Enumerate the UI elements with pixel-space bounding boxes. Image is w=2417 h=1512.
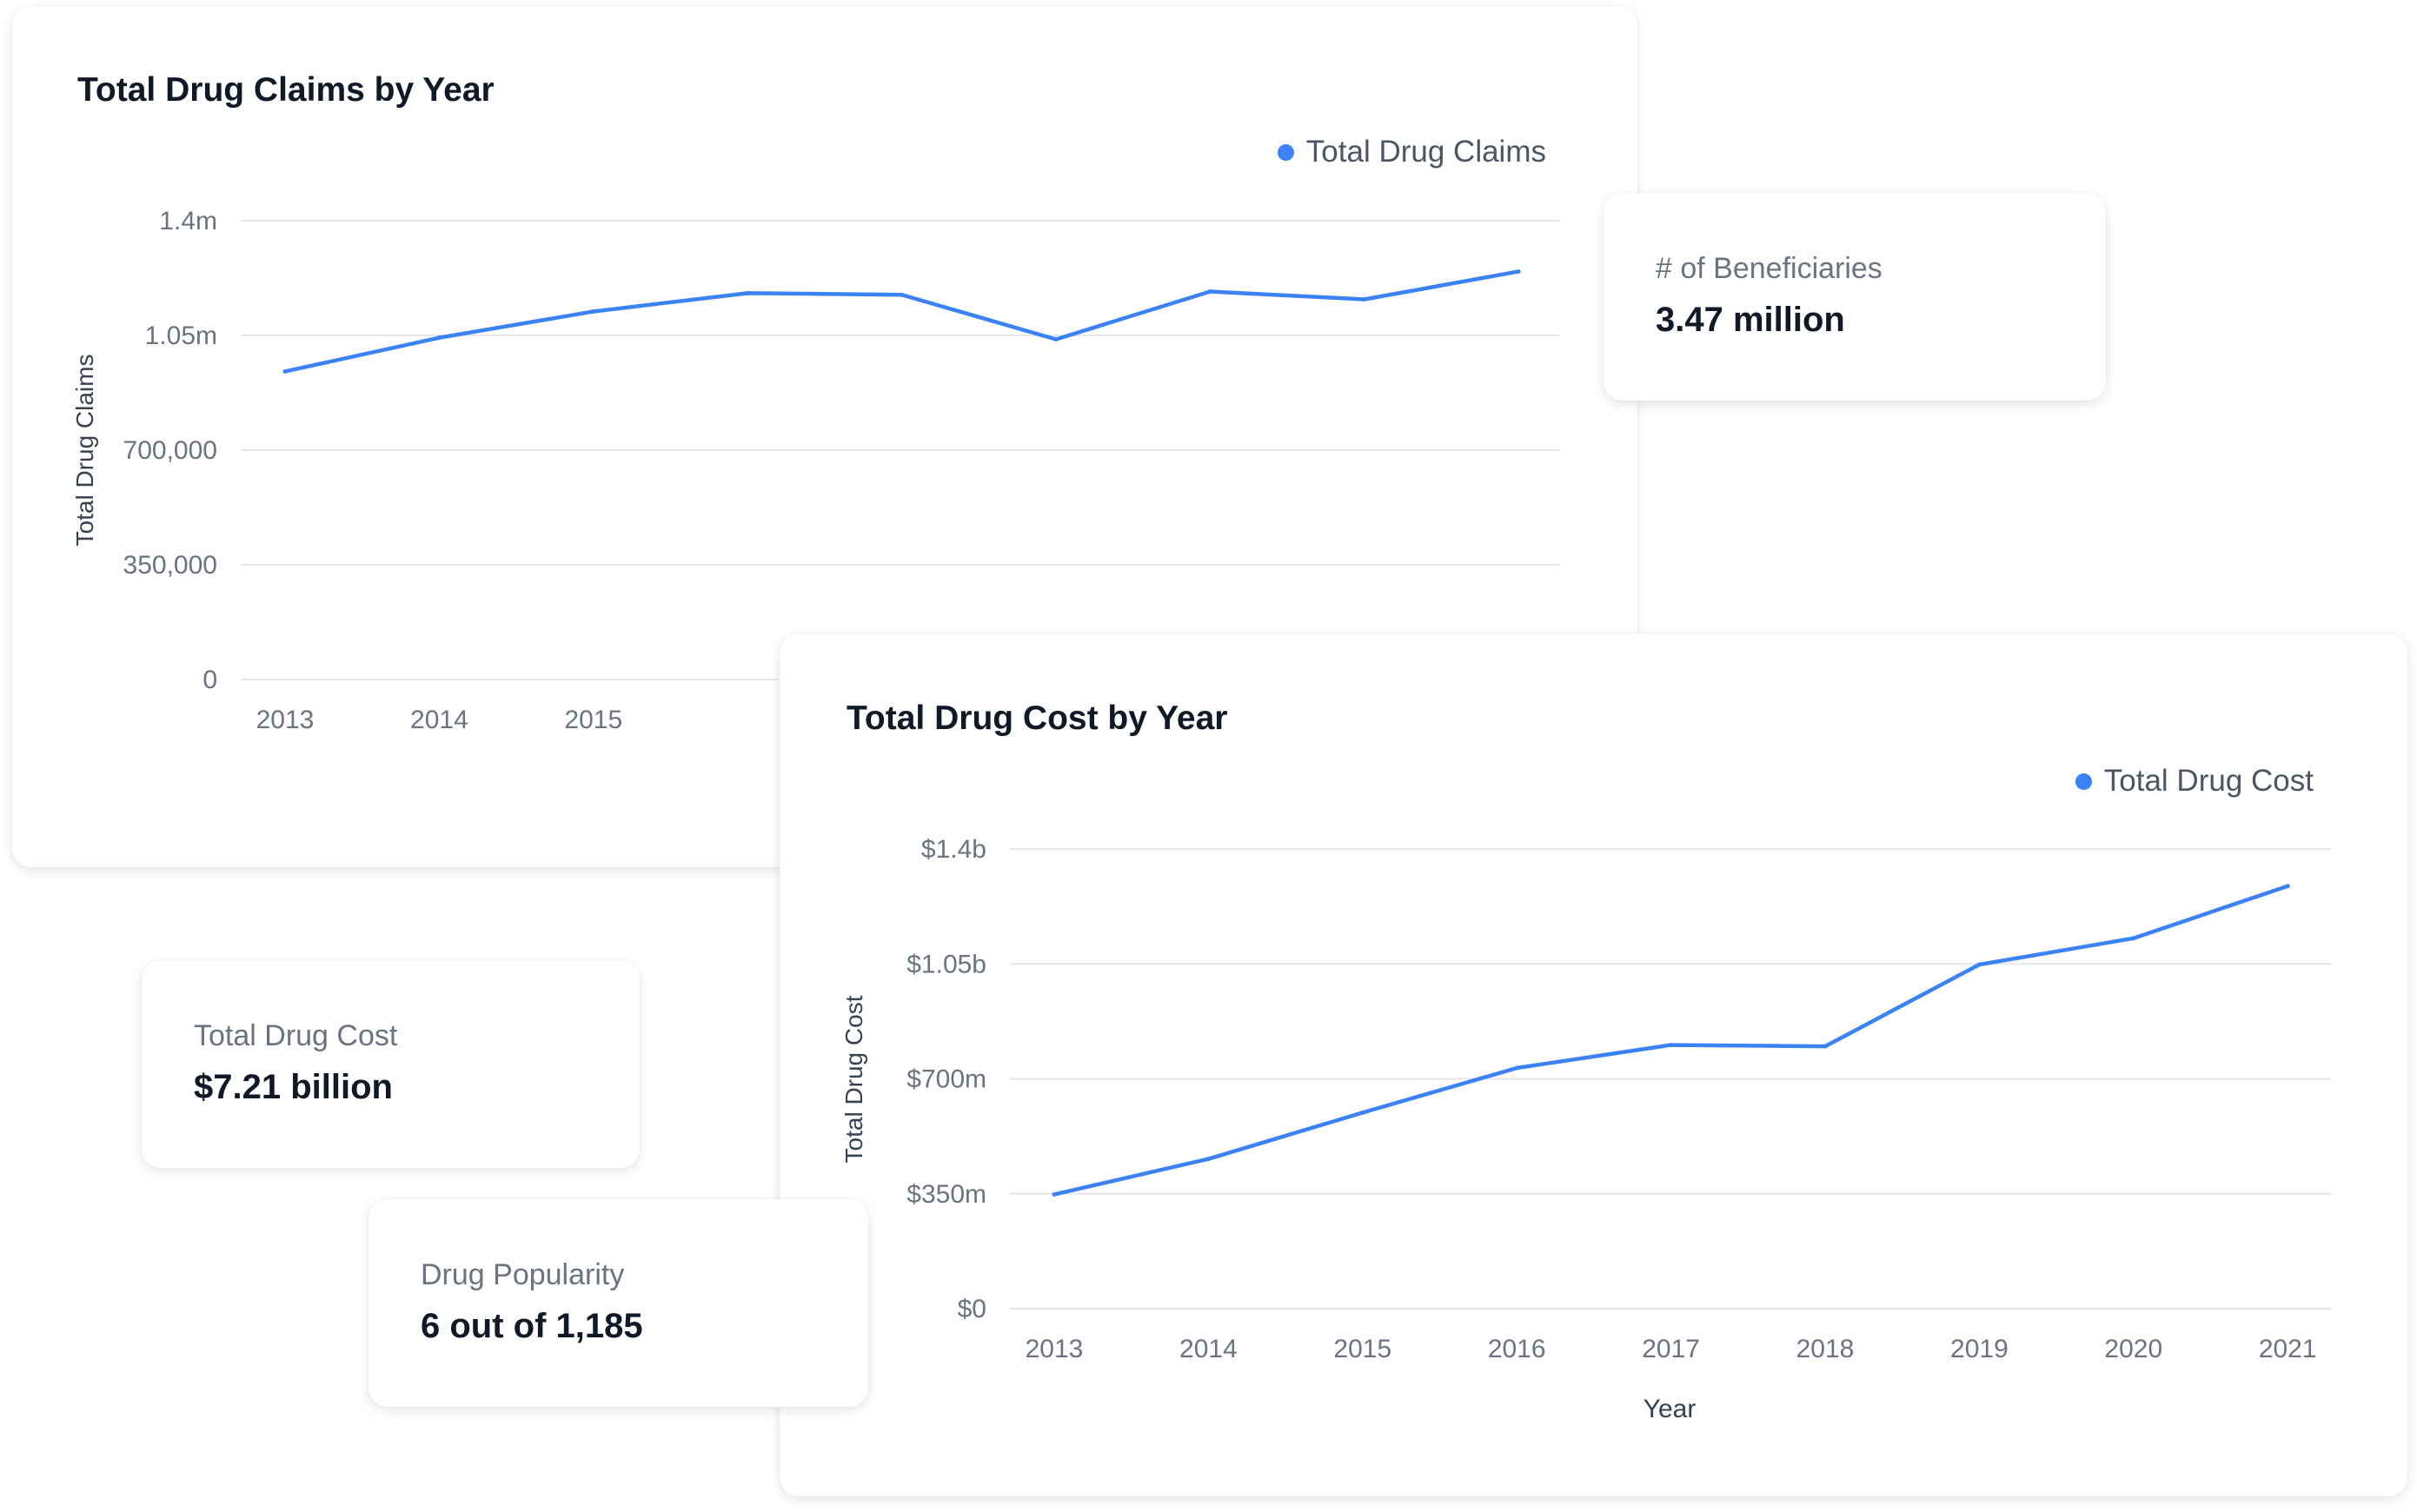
claims-chart-title: Total Drug Claims by Year bbox=[77, 71, 495, 109]
x-tick-label: 2014 bbox=[410, 706, 468, 734]
stat-label: # of Beneficiaries bbox=[1656, 252, 1882, 285]
x-axis-title: Year bbox=[1643, 1395, 1697, 1423]
y-tick-label: $700m bbox=[906, 1065, 986, 1094]
data-point bbox=[1052, 1192, 1057, 1197]
legend-dot-icon bbox=[1277, 143, 1294, 161]
y-tick-label: 350,000 bbox=[123, 551, 217, 580]
y-tick-label: $0 bbox=[958, 1295, 986, 1323]
x-tick-label: 2020 bbox=[2104, 1335, 2162, 1363]
cost-line-chart: $0 $350m $700m $1.05b $1.4b 2013 2014 2015 2016 2… bbox=[840, 835, 2331, 1423]
data-point bbox=[1669, 1043, 1674, 1048]
x-tick-label: 2021 bbox=[2259, 1335, 2317, 1363]
y-tick-label: 700,000 bbox=[123, 436, 217, 465]
legend-label: Total Drug Claims bbox=[1305, 135, 1546, 169]
stat-label: Total Drug Cost bbox=[194, 1019, 398, 1052]
data-point bbox=[900, 292, 905, 297]
cost-chart-legend[interactable]: Total Drug Cost bbox=[2075, 764, 2314, 799]
data-point bbox=[1823, 1044, 1828, 1049]
x-tick-label: 2018 bbox=[1796, 1335, 1855, 1363]
x-tick-label: 2014 bbox=[1179, 1335, 1238, 1363]
data-point bbox=[1514, 1065, 1519, 1071]
x-tick-label: 2017 bbox=[1642, 1335, 1700, 1363]
data-point bbox=[745, 290, 750, 295]
y-tick-label: $350m bbox=[906, 1180, 986, 1209]
data-point bbox=[436, 335, 442, 341]
stat-value: $7.21 billion bbox=[194, 1068, 393, 1106]
data-point bbox=[1362, 297, 1367, 302]
beneficiaries-stat-card: # of Beneficiaries 3.47 million bbox=[1604, 193, 2106, 401]
stat-label: Drug Popularity bbox=[421, 1258, 625, 1291]
total-cost-stat-card: Total Drug Cost $7.21 billion bbox=[142, 960, 640, 1168]
series-line bbox=[1052, 884, 2290, 1197]
data-point bbox=[1516, 269, 1521, 274]
legend-label: Total Drug Cost bbox=[2103, 764, 2314, 798]
data-point bbox=[591, 308, 596, 314]
cost-chart-card: Total Drug Cost by Year Total Drug Cost … bbox=[780, 633, 2407, 1496]
x-tick-label: 2015 bbox=[564, 706, 622, 734]
data-point bbox=[1053, 337, 1059, 342]
stat-value: 3.47 million bbox=[1656, 301, 1845, 339]
y-axis-title: Total Drug Claims bbox=[71, 355, 98, 547]
data-point bbox=[1205, 1157, 1211, 1162]
y-tick-label: $1.4b bbox=[921, 835, 986, 864]
data-point bbox=[1207, 288, 1212, 294]
y-tick-label: 1.4m bbox=[159, 207, 217, 235]
y-tick-label: 1.05m bbox=[145, 322, 217, 350]
x-tick-label: 2013 bbox=[1026, 1335, 1084, 1363]
y-tick-label: $1.05b bbox=[906, 950, 986, 978]
legend-dot-icon bbox=[2075, 773, 2092, 790]
y-axis-title: Total Drug Cost bbox=[840, 995, 867, 1163]
series-line bbox=[282, 269, 1521, 374]
data-point bbox=[1976, 962, 1982, 967]
x-tick-label: 2013 bbox=[256, 706, 315, 734]
x-tick-label: 2019 bbox=[1950, 1335, 2009, 1363]
stat-value: 6 out of 1,185 bbox=[421, 1307, 643, 1345]
cost-chart-title: Total Drug Cost by Year bbox=[847, 700, 1228, 737]
data-point bbox=[2285, 884, 2290, 889]
y-tick-label: 0 bbox=[203, 666, 217, 694]
data-point bbox=[2131, 936, 2136, 941]
x-tick-label: 2016 bbox=[1488, 1335, 1546, 1363]
popularity-stat-card: Drug Popularity 6 out of 1,185 bbox=[369, 1199, 868, 1407]
data-point bbox=[282, 368, 288, 374]
claims-chart-legend[interactable]: Total Drug Claims bbox=[1277, 135, 1546, 169]
x-tick-label: 2015 bbox=[1333, 1335, 1391, 1363]
data-point bbox=[1360, 1110, 1365, 1115]
